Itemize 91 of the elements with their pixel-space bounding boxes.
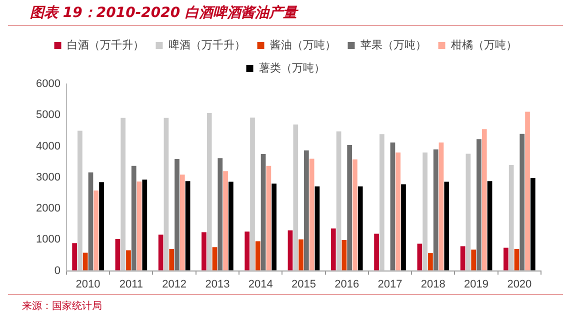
bar [530,178,536,270]
bar [99,182,104,270]
bar [244,232,250,270]
legend-label: 柑橘（万吨） [450,38,517,52]
bar [185,181,190,270]
bar [352,159,358,270]
bar [466,154,471,270]
bar [390,142,396,270]
bar [293,124,298,270]
bar [444,182,450,270]
bar [525,112,530,270]
bar [460,246,466,270]
bar [508,164,514,270]
x-tick-label: 2010 [76,278,100,290]
bar [180,174,185,270]
bar [255,241,260,270]
legend-label: 酱油（万吨） [270,38,336,52]
bar [88,172,94,270]
bar [164,118,169,270]
bar [422,152,428,270]
bar [380,134,384,270]
bar [82,252,88,270]
bar [342,240,347,270]
bar [206,112,212,270]
bar [94,190,99,270]
bar [202,232,206,270]
bar [212,247,218,270]
bar [309,158,314,270]
bar [288,230,293,270]
bar [520,134,525,270]
bar [131,166,136,270]
bar [433,149,438,270]
legend-label: 薯类（万吨） [258,61,325,74]
bar [347,145,352,270]
bar [266,166,272,270]
bar [218,158,223,270]
bar [504,248,508,270]
bar [136,181,142,270]
y-tick-label: 5000 [36,109,60,122]
bar [438,142,444,270]
bar [250,118,255,270]
bar [223,171,228,270]
bar [514,249,520,270]
legend-label: 白酒（万千升） [66,38,144,52]
bar [72,243,77,270]
bar [428,253,433,270]
bar [228,182,234,270]
bar [374,234,379,270]
bar [142,180,148,270]
x-tick-label: 2013 [205,278,230,290]
x-tick-label: 2014 [248,278,273,290]
bar [304,150,309,270]
x-tick-label: 2018 [420,278,446,290]
chart-title: 图表 19：2010-2020 白酒啤酒酱油产量 [8,0,563,26]
bar [115,239,120,270]
x-tick-label: 2012 [162,278,187,290]
x-tick-label: 2016 [334,278,360,290]
x-tick-label: 2019 [464,278,489,290]
bar [260,154,266,270]
bar [158,234,164,270]
bar [336,131,342,270]
y-tick-label: 6000 [36,78,60,90]
bar [358,186,363,270]
legend-label: 啤酒（万千升） [168,38,246,52]
bar [476,139,482,270]
y-tick-label: 1000 [36,234,60,246]
y-tick-label: 4000 [36,140,60,152]
bar [169,249,174,270]
bar [78,130,82,270]
bar [298,239,304,270]
y-tick-label: 0 [54,264,60,277]
legend-label: 苹果（万吨） [360,38,426,52]
source-note: 来源：国家统计局 [8,294,563,313]
x-tick-label: 2020 [507,278,532,290]
bar [330,228,336,270]
bar [126,250,131,270]
bar [417,244,422,270]
x-tick-label: 2011 [119,278,144,290]
bar [120,118,126,270]
bar [396,152,401,270]
bar [471,250,476,270]
bar [314,186,320,270]
bar [401,184,406,270]
x-tick-label: 2015 [291,278,316,290]
x-tick-label: 2017 [378,278,402,290]
bar [487,181,492,270]
y-tick-label: 3000 [36,171,60,184]
bar [174,159,180,270]
bar [272,184,277,270]
bar [482,129,487,270]
y-tick-label: 2000 [36,202,60,215]
